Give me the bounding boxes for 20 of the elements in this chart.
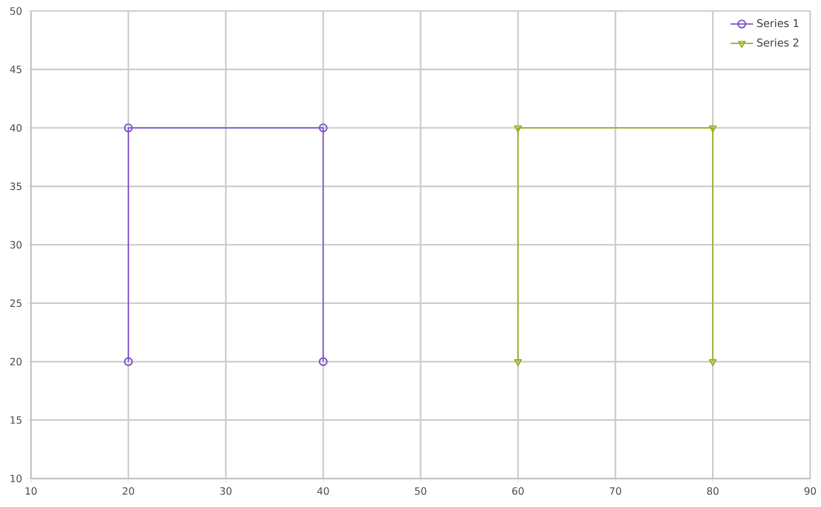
- y-tick-label: 35: [10, 182, 22, 190]
- y-tick-label: 30: [10, 241, 22, 249]
- y-tick-label: 25: [10, 300, 22, 308]
- x-tick-label: 20: [122, 487, 134, 496]
- x-tick-label: 80: [707, 487, 718, 496]
- y-tick-label: 40: [10, 124, 22, 132]
- x-tick-label: 60: [512, 487, 524, 496]
- x-tick-label: 10: [26, 487, 37, 496]
- x-tick-label: 30: [220, 487, 232, 496]
- legend-label: Series 2: [757, 38, 798, 47]
- x-tick-label: 40: [317, 487, 329, 496]
- y-tick-label: 50: [10, 7, 22, 16]
- x-tick-label: 70: [610, 487, 622, 496]
- y-tick-label: 10: [10, 475, 22, 483]
- y-tick-label: 20: [10, 358, 22, 366]
- y-tick-label: 45: [10, 66, 22, 74]
- y-tick-label: 15: [10, 416, 22, 424]
- x-tick-label: 50: [415, 487, 426, 496]
- legend-label: Series 1: [757, 19, 798, 28]
- x-tick-label: 90: [804, 487, 816, 496]
